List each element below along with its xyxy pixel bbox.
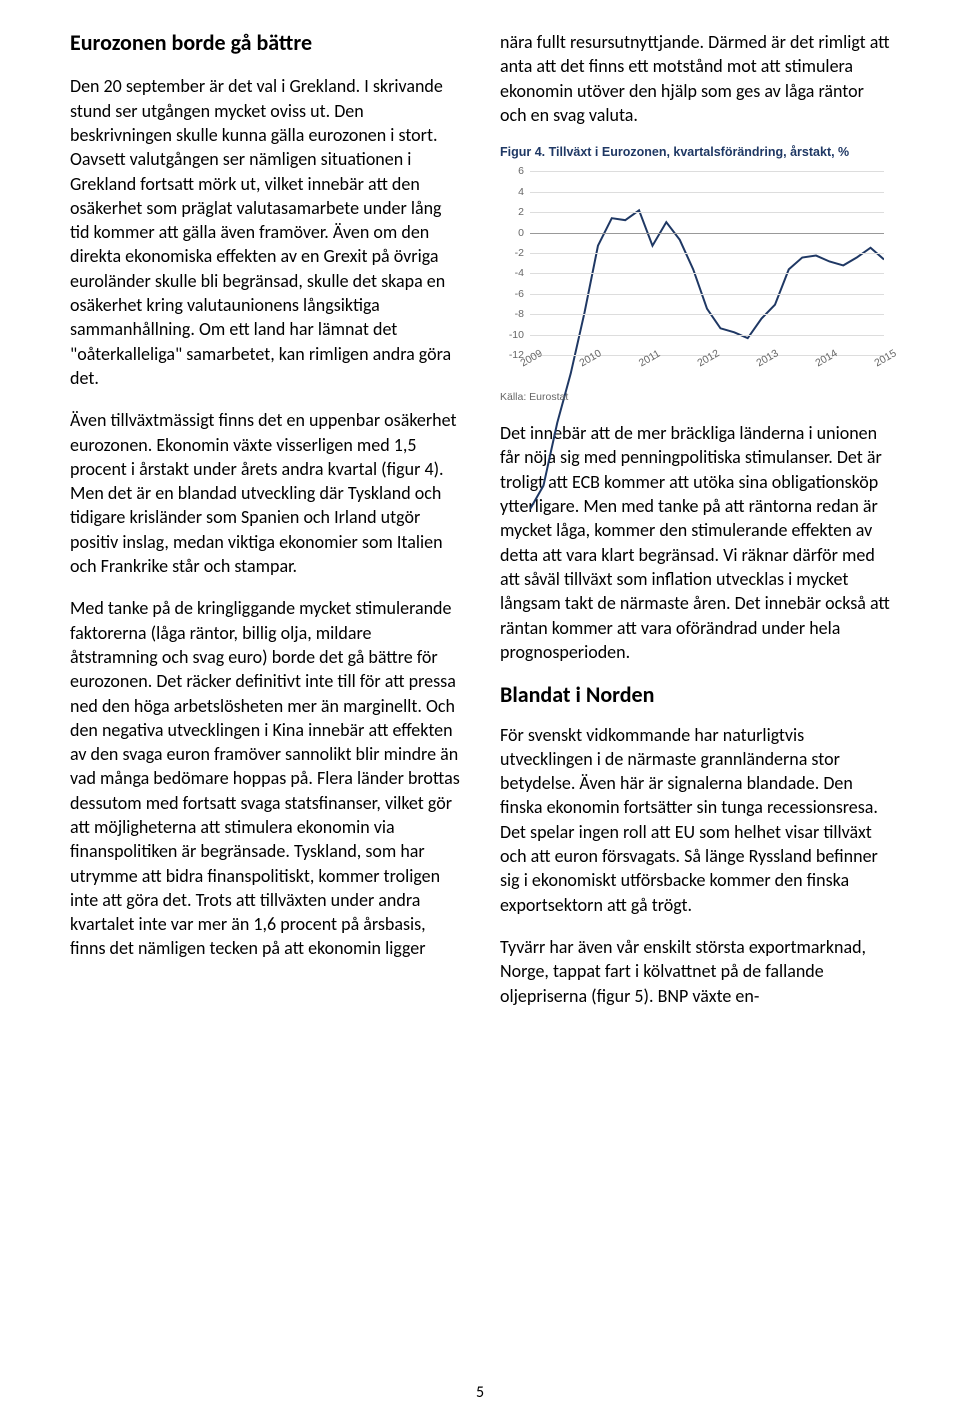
chart-container: 6420-2-4-6-8-10-12 200920102011201220132…	[500, 163, 890, 403]
chart-source: Källa: Eurostat	[500, 391, 568, 403]
chart-gridline	[530, 273, 884, 274]
chart-y-axis: 6420-2-4-6-8-10-12	[500, 171, 528, 355]
chart-gridline	[530, 233, 884, 234]
chart-gridline	[530, 335, 884, 336]
chart-plot-area	[530, 171, 884, 355]
chart-y-tick: 6	[518, 165, 524, 177]
para-right-4: Tyvärr har även vår enskilt största expo…	[500, 935, 890, 1008]
para-left-3: Med tanke på de kringliggande mycket sti…	[70, 596, 460, 960]
figure-title: Figur 4. Tillväxt i Eurozonen, kvartalsf…	[500, 145, 890, 159]
chart-y-tick: -4	[515, 267, 524, 279]
chart-gridline	[530, 314, 884, 315]
page-number: 5	[476, 1383, 484, 1402]
left-column: Eurozonen borde gå bättre Den 20 septemb…	[70, 30, 460, 1026]
chart-gridline	[530, 294, 884, 295]
chart-gridline	[530, 192, 884, 193]
chart-y-tick: -2	[515, 247, 524, 259]
heading-eurozonen: Eurozonen borde gå bättre	[70, 30, 460, 56]
chart-y-tick: -6	[515, 288, 524, 300]
chart-gridline	[530, 212, 884, 213]
chart-y-tick: -10	[509, 329, 524, 341]
para-right-3: För svenskt vidkommande har naturligtvis…	[500, 723, 890, 917]
chart-gridline	[530, 253, 884, 254]
right-column: nära fullt resursutnyttjande. Därmed är …	[500, 30, 890, 1026]
chart-y-tick: 4	[518, 186, 524, 198]
chart-gridline	[530, 171, 884, 172]
para-right-1: nära fullt resursutnyttjande. Därmed är …	[500, 30, 890, 127]
chart-y-tick: 0	[518, 227, 524, 239]
figure-4: Figur 4. Tillväxt i Eurozonen, kvartalsf…	[500, 145, 890, 403]
chart-y-tick: 2	[518, 206, 524, 218]
para-left-1: Den 20 september är det val i Grekland. …	[70, 74, 460, 390]
para-left-2: Även tillväxtmässigt finns det en uppenb…	[70, 408, 460, 578]
heading-norden: Blandat i Norden	[500, 682, 890, 708]
chart-y-tick: -8	[515, 308, 524, 320]
chart-x-axis: 2009201020112012201320142015	[530, 357, 884, 379]
